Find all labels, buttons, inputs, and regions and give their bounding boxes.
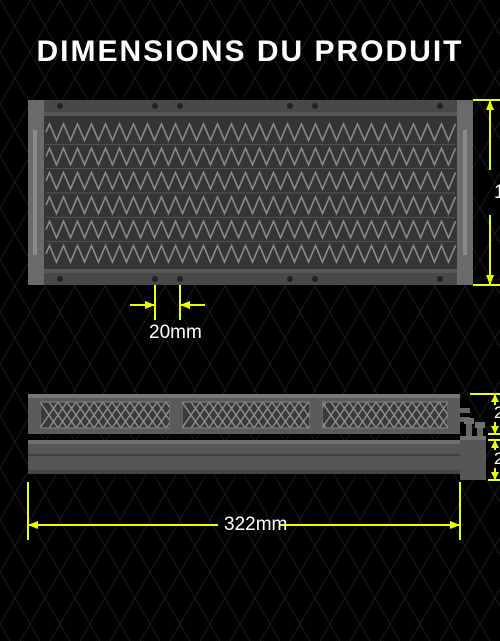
radiator-side-view: [28, 394, 486, 480]
dim-label-side-bottom: 2: [494, 449, 500, 469]
dim-label-height: 1: [494, 182, 500, 204]
dim-label-side-top: 2: [494, 403, 500, 423]
dim-label-width: 322mm: [224, 514, 287, 536]
radiator-top-view: [28, 100, 473, 285]
dim-fan-bracket: [130, 285, 205, 320]
diagram-svg: [0, 0, 500, 641]
dim-label-20mm: 20mm: [149, 322, 202, 344]
